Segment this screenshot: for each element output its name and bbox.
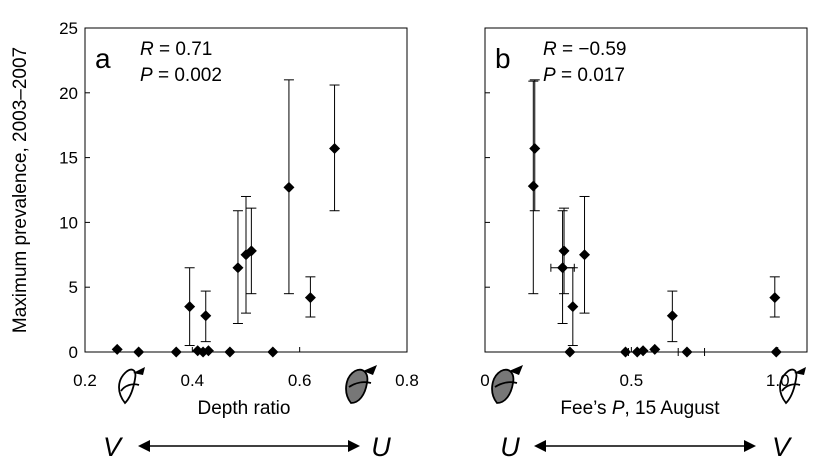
data-point: [133, 346, 145, 358]
data-point: [620, 346, 632, 358]
data-point: [666, 310, 678, 322]
u-shaped-lake-icon-a-right: [345, 365, 377, 404]
x-tick-label: 0.4: [181, 371, 205, 390]
points-layer: [111, 79, 782, 358]
data-point: [557, 262, 569, 274]
data-point: [202, 345, 214, 357]
v-shaped-lake-icon-b-right: [779, 367, 806, 405]
y-tick-label: 0: [69, 343, 78, 362]
data-point: [637, 345, 649, 357]
u-shaped-lake-icon-b-left: [491, 365, 523, 404]
panel-a-letter: a: [95, 43, 111, 74]
data-point: [681, 346, 693, 358]
x-tick-label: 0.2: [73, 371, 97, 390]
data-point: [567, 301, 579, 313]
panel-b-xlabel-part2: , 15 August: [625, 398, 721, 419]
data-point: [224, 346, 236, 358]
data-point: [232, 262, 244, 274]
bottom-right-v-label: V: [772, 432, 793, 462]
panel-a-x-axis-title: Depth ratio: [198, 398, 291, 419]
data-point: [329, 143, 341, 155]
panel-b-x-axis-title: Fee’s P, 15 August: [560, 398, 720, 419]
bottom-left-u-label: U: [371, 432, 391, 462]
data-point: [200, 310, 212, 322]
panel-b-xlabel-p: P: [612, 398, 625, 419]
y-tick-label: 20: [59, 84, 78, 103]
data-point: [170, 346, 182, 358]
bottom-right-u-label: U: [500, 432, 520, 462]
y-tick-label: 5: [69, 278, 78, 297]
panel-b-xlabel-part1: Fee’s: [560, 398, 611, 419]
data-point: [245, 245, 257, 257]
x-tick-label: 1.0: [766, 371, 790, 390]
data-point: [529, 143, 541, 155]
data-point: [579, 249, 591, 261]
panel-a-r-stat: R = 0.71: [140, 39, 212, 60]
y-axis-title: Maximum prevalence, 2003–2007: [10, 47, 31, 333]
x-tick-label: 0.6: [288, 371, 312, 390]
panel-b-r-stat: R = −0.59: [543, 39, 626, 60]
data-point: [770, 346, 782, 358]
double-arrow-icon-left: [138, 440, 360, 452]
data-point: [111, 343, 123, 355]
x-tick-label: 0.8: [395, 371, 419, 390]
panel-a-p-stat: P = 0.002: [140, 65, 222, 86]
y-tick-label: 25: [59, 19, 78, 38]
ticks-layer: 0 5 10 15 20 25 0.2 0.4 0.6 0.8 0 0.5 1.0: [59, 19, 789, 390]
data-point: [283, 181, 295, 193]
data-point: [564, 346, 576, 358]
panel-b-p-stat: P = 0.017: [543, 65, 625, 86]
y-tick-label: 10: [59, 213, 78, 232]
data-point: [769, 292, 781, 304]
data-point: [184, 301, 196, 313]
data-point: [649, 343, 661, 355]
data-point: [558, 245, 570, 257]
y-tick-label: 15: [59, 149, 78, 168]
panel-b-letter: b: [495, 43, 511, 74]
data-point: [527, 180, 539, 192]
panel-a-frame: [84, 27, 408, 353]
data-point: [267, 346, 279, 358]
bottom-left-v-label: V: [103, 432, 124, 462]
v-shaped-lake-icon-a-left: [118, 367, 145, 405]
x-tick-label: 0.5: [620, 371, 644, 390]
data-point: [304, 292, 316, 304]
x-tick-label: 0: [480, 371, 489, 390]
double-arrow-icon-right: [534, 440, 756, 452]
